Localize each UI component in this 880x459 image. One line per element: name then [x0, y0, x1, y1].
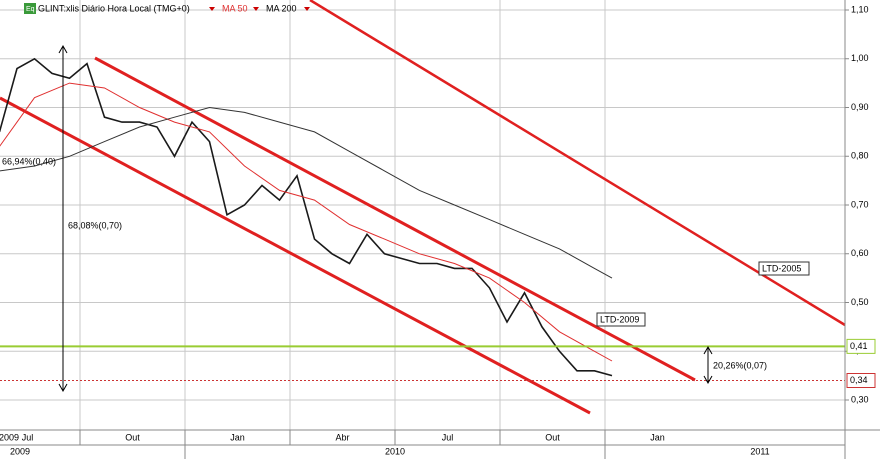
year-label: 2011	[750, 446, 769, 456]
arrow-head	[58, 44, 68, 393]
icon	[24, 3, 36, 14]
x-tick-label: Out	[545, 432, 560, 442]
x-tick-label: Abr	[335, 432, 349, 442]
x-tick-label: Jan	[650, 432, 665, 442]
arrow-head	[703, 345, 713, 385]
dropdown[interactable]	[209, 7, 215, 11]
legend-entry[interactable]: MA 200	[266, 3, 297, 13]
price-label: 0,41	[850, 341, 868, 351]
x-tick-label: Jan	[230, 432, 245, 442]
trend-line	[0, 96, 591, 415]
price-label-box	[846, 373, 876, 388]
label-box	[758, 261, 810, 276]
axes: 0,300,400,500,600,700,800,901,001,102009…	[0, 4, 876, 459]
x-tick-label: Out	[125, 432, 140, 442]
price-line	[0, 57, 613, 377]
grid	[0, 0, 845, 430]
annotation: 68,08%(0,70)	[68, 220, 122, 230]
annotation: 20,26%(0,07)	[713, 360, 767, 370]
moving-average	[0, 82, 613, 362]
x-tick-label: Jul	[22, 432, 34, 442]
price-label-box	[846, 338, 876, 354]
moving-average	[0, 106, 613, 279]
icon-label: Eq	[26, 6, 35, 13]
dropdown[interactable]	[304, 7, 310, 11]
dropdown[interactable]	[253, 7, 259, 11]
legend-entry[interactable]: MA 50	[222, 3, 248, 13]
y-tick-label: 0,70	[851, 199, 869, 209]
trend-line	[309, 0, 846, 327]
annotation: 66,94%(0,40)	[2, 156, 56, 166]
label-box	[596, 312, 646, 327]
annotation: LTD-2009	[600, 314, 639, 324]
y-tick-label: 0,50	[851, 297, 869, 307]
y-tick-label: 1,00	[851, 53, 869, 63]
x-tick-label: 2009	[0, 432, 19, 442]
year-label: 2009	[10, 446, 30, 456]
x-tick-label: Jul	[442, 432, 454, 442]
price-label: 0,34	[850, 375, 868, 385]
plot	[0, 57, 845, 381]
y-tick-label: 0,30	[851, 394, 869, 404]
year-label: 2010	[385, 446, 405, 456]
y-tick-label: 1,10	[851, 4, 869, 14]
y-tick-label: 0,80	[851, 151, 869, 161]
y-tick-label: 0,90	[851, 102, 869, 112]
annotation: LTD-2005	[762, 263, 801, 273]
y-tick-label: 0,60	[851, 248, 869, 258]
legend-entry: GLINT:xlis Diário Hora Local (TMG+0)	[38, 3, 190, 13]
